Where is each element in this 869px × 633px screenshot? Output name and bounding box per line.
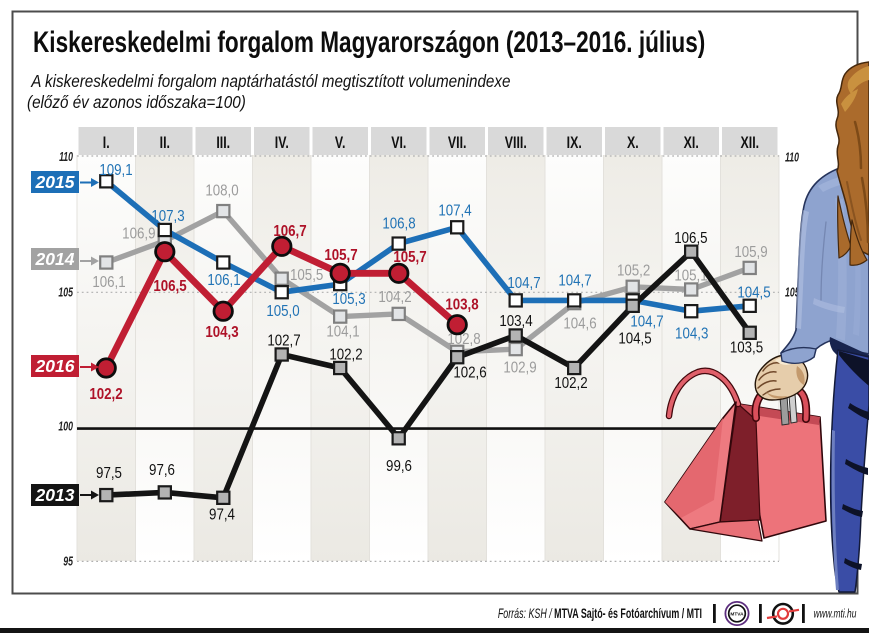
svg-text:105: 105 bbox=[58, 286, 73, 300]
svg-text:102,2: 102,2 bbox=[554, 375, 587, 392]
svg-text:105,7: 105,7 bbox=[393, 249, 426, 266]
svg-text:VIII.: VIII. bbox=[505, 134, 527, 152]
svg-text:2015: 2015 bbox=[35, 172, 75, 192]
svg-text:106,7: 106,7 bbox=[273, 223, 306, 240]
svg-text:104,7: 104,7 bbox=[507, 275, 540, 292]
svg-text:106,8: 106,8 bbox=[382, 216, 415, 233]
svg-text:104,1: 104,1 bbox=[326, 324, 359, 341]
svg-text:104,6: 104,6 bbox=[563, 316, 596, 333]
svg-text:105,9: 105,9 bbox=[734, 244, 767, 261]
svg-text:110: 110 bbox=[785, 151, 799, 165]
svg-text:102,2: 102,2 bbox=[89, 386, 122, 403]
svg-text:104,3: 104,3 bbox=[675, 326, 708, 343]
svg-text:102,2: 102,2 bbox=[329, 347, 362, 364]
svg-text:97,6: 97,6 bbox=[149, 462, 175, 479]
svg-text:106,1: 106,1 bbox=[207, 272, 240, 289]
svg-text:102,9: 102,9 bbox=[503, 360, 536, 377]
svg-text:104,3: 104,3 bbox=[205, 324, 238, 341]
svg-text:IX.: IX. bbox=[567, 134, 582, 152]
svg-text:106,5: 106,5 bbox=[153, 278, 186, 295]
svg-text:XI.: XI. bbox=[684, 134, 699, 152]
svg-text:V.: V. bbox=[335, 134, 346, 152]
svg-text:102,6: 102,6 bbox=[453, 365, 486, 382]
svg-text:III.: III. bbox=[216, 134, 230, 152]
svg-text:102,7: 102,7 bbox=[267, 333, 300, 350]
svg-text:95: 95 bbox=[63, 555, 74, 569]
svg-text:99,6: 99,6 bbox=[386, 458, 412, 475]
svg-text:104,7: 104,7 bbox=[630, 314, 663, 331]
svg-text:107,4: 107,4 bbox=[438, 203, 471, 220]
svg-text:100: 100 bbox=[58, 420, 73, 434]
svg-text:103,8: 103,8 bbox=[445, 297, 478, 314]
svg-text:IV.: IV. bbox=[275, 134, 289, 152]
svg-text:II.: II. bbox=[160, 134, 170, 152]
svg-text:97,5: 97,5 bbox=[96, 465, 122, 482]
svg-text:103,4: 103,4 bbox=[499, 313, 532, 330]
svg-text:103,5: 103,5 bbox=[730, 340, 763, 357]
svg-text:X.: X. bbox=[627, 134, 639, 152]
svg-text:108,0: 108,0 bbox=[205, 183, 238, 200]
svg-text:I.: I. bbox=[103, 134, 110, 152]
svg-text:110: 110 bbox=[59, 151, 73, 165]
svg-text:105,2: 105,2 bbox=[617, 263, 650, 280]
svg-text:MTVA: MTVA bbox=[730, 611, 744, 617]
svg-text:2014: 2014 bbox=[35, 249, 75, 269]
svg-text:107,3: 107,3 bbox=[151, 208, 184, 225]
svg-text:2016: 2016 bbox=[35, 356, 75, 376]
svg-text:VI.: VI. bbox=[391, 134, 406, 152]
svg-text:106,5: 106,5 bbox=[674, 230, 707, 247]
svg-text:104,5: 104,5 bbox=[737, 285, 770, 302]
svg-text:104,7: 104,7 bbox=[558, 273, 591, 290]
svg-text:102,8: 102,8 bbox=[447, 331, 480, 348]
svg-text:109,1: 109,1 bbox=[99, 162, 132, 179]
svg-text:104,5: 104,5 bbox=[618, 331, 651, 348]
svg-text:XII.: XII. bbox=[741, 134, 760, 152]
svg-text:105,3: 105,3 bbox=[332, 291, 365, 308]
svg-text:Forrás: KSH / MTVA Sajtó- és F: Forrás: KSH / MTVA Sajtó- és Fotóarchívu… bbox=[498, 607, 702, 621]
svg-text:105,5: 105,5 bbox=[290, 267, 323, 284]
svg-text:106,9: 106,9 bbox=[122, 226, 155, 243]
svg-text:104,2: 104,2 bbox=[378, 289, 411, 306]
svg-text:105: 105 bbox=[785, 286, 800, 300]
svg-text:www.mti.hu: www.mti.hu bbox=[814, 608, 857, 621]
svg-text:97,4: 97,4 bbox=[209, 507, 235, 524]
svg-text:2013: 2013 bbox=[35, 485, 75, 505]
svg-text:105,1: 105,1 bbox=[674, 268, 707, 285]
svg-text:106,1: 106,1 bbox=[92, 274, 125, 291]
svg-text:105,7: 105,7 bbox=[324, 247, 357, 264]
svg-text:105,0: 105,0 bbox=[266, 303, 299, 320]
svg-text:VII.: VII. bbox=[448, 134, 467, 152]
